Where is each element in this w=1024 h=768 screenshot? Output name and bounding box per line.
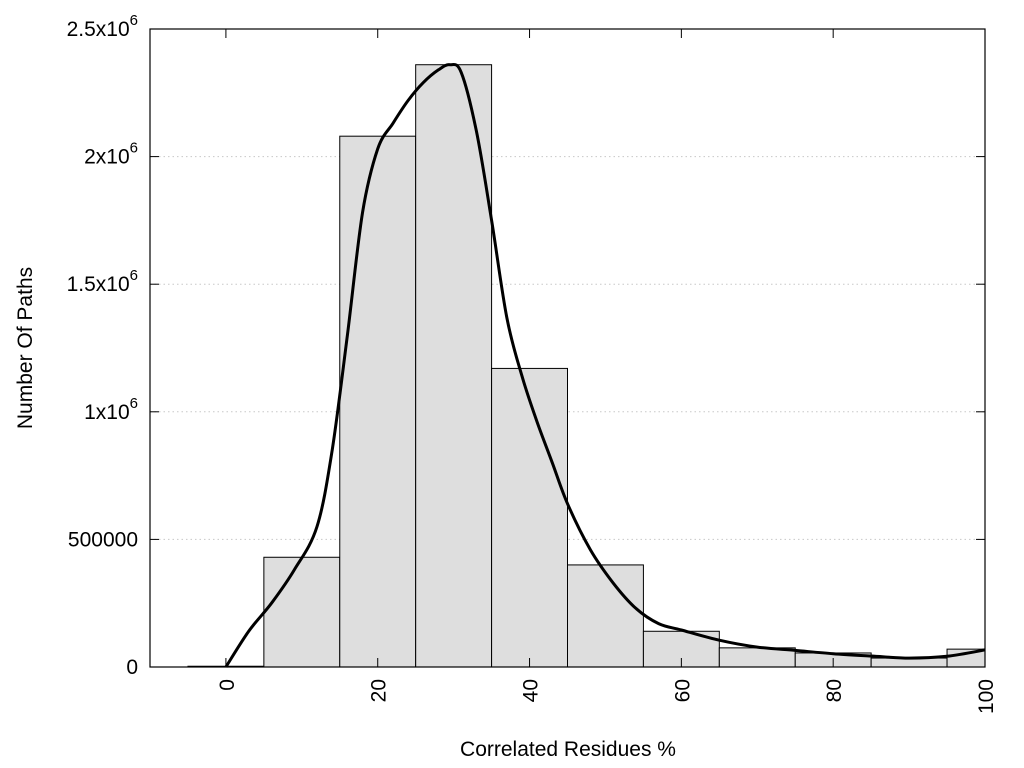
histogram-bar bbox=[491, 367, 568, 668]
density-curve bbox=[224, 62, 986, 668]
y-tick-label: 500000 bbox=[68, 528, 138, 551]
y-tick-label-base: 1.5x10 bbox=[67, 273, 130, 296]
x-tick-label: 40 bbox=[520, 679, 543, 702]
bars bbox=[187, 64, 986, 668]
histogram-bar bbox=[567, 564, 644, 668]
x-axis-ticks: 0 20 40 60 80 100 bbox=[216, 29, 998, 714]
y-tick-label: 1x106 bbox=[84, 395, 138, 424]
y-tick-label-base: 1x10 bbox=[84, 401, 130, 424]
y-tick-label-base: 500000 bbox=[68, 528, 138, 551]
y-tick-label: 2.5x106 bbox=[67, 12, 138, 41]
y-tick-label: 0 bbox=[126, 656, 138, 679]
y-tick-label-exponent: 6 bbox=[130, 267, 138, 284]
histogram-bar bbox=[263, 556, 341, 668]
x-tick-label: 80 bbox=[823, 679, 846, 702]
x-axis-label: Correlated Residues % bbox=[460, 738, 676, 761]
y-tick-label-base: 2.5x10 bbox=[67, 18, 130, 41]
plot-frame bbox=[149, 28, 986, 668]
y-tick-label: 2x106 bbox=[84, 140, 138, 169]
y-tick-label-base: 2x10 bbox=[84, 146, 130, 169]
x-tick-label: 60 bbox=[671, 679, 694, 702]
y-tick-label-exponent: 6 bbox=[130, 395, 138, 412]
density-curve-line bbox=[224, 62, 986, 668]
y-tick-label-base: 0 bbox=[126, 656, 138, 679]
x-tick-label: 0 bbox=[216, 679, 239, 691]
histogram-bar bbox=[339, 135, 417, 668]
x-tick-label: 20 bbox=[368, 679, 391, 702]
histogram-bar bbox=[415, 64, 493, 668]
y-tick-label-exponent: 6 bbox=[130, 12, 138, 29]
x-tick-label: 100 bbox=[975, 679, 998, 714]
y-tick-label-exponent: 6 bbox=[130, 140, 138, 157]
y-axis-label: Number Of Paths bbox=[14, 267, 37, 429]
y-tick-label: 1.5x106 bbox=[67, 267, 138, 296]
